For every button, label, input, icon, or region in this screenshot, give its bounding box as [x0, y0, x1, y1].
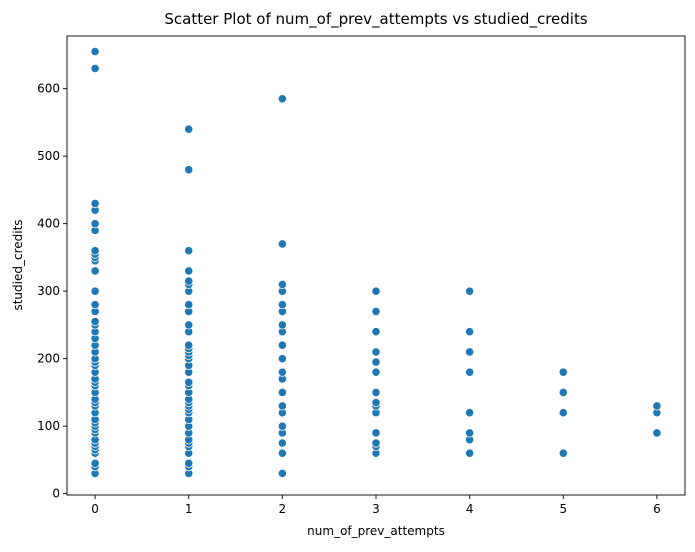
data-point: [184, 266, 194, 276]
x-tick-label: 1: [185, 502, 193, 516]
data-point: [184, 340, 194, 350]
x-tick-label: 4: [466, 502, 474, 516]
data-point: [90, 316, 100, 327]
data-point: [277, 354, 287, 364]
data-point: [277, 320, 287, 330]
data-point: [90, 458, 100, 468]
data-point: [277, 387, 287, 397]
data-point: [184, 320, 194, 330]
x-tick-label: 2: [279, 502, 287, 516]
data-point: [90, 219, 100, 229]
data-point: [371, 286, 381, 296]
data-point: [277, 401, 287, 411]
x-axis: 0 1 2 3 4 5 6: [91, 495, 661, 516]
data-point: [277, 94, 287, 104]
data-point: [184, 276, 194, 286]
data-point: [371, 438, 381, 448]
y-tick-label: 300: [37, 284, 60, 298]
x-tick-label: 3: [372, 502, 380, 516]
x-tick-label: 5: [559, 502, 567, 516]
y-tick-label: 100: [37, 419, 60, 433]
data-point: [90, 286, 100, 296]
data-point: [558, 408, 568, 418]
data-point: [90, 246, 100, 256]
data-point: [558, 448, 568, 458]
data-point: [184, 165, 194, 175]
data-point: [277, 239, 287, 249]
data-point: [277, 367, 287, 377]
data-point: [90, 300, 100, 310]
data-point: [277, 300, 287, 310]
data-point: [558, 387, 568, 397]
data-point: [277, 448, 287, 458]
data-point: [277, 421, 287, 431]
data-point: [371, 428, 381, 438]
data-point: [465, 448, 475, 458]
data-point: [184, 377, 194, 387]
data-point: [465, 327, 475, 337]
data-point: [90, 198, 100, 208]
x-axis-label: num_of_prev_attempts: [307, 524, 445, 538]
chart-title: Scatter Plot of num_of_prev_attempts vs …: [164, 10, 587, 29]
data-point: [465, 347, 475, 357]
data-point: [465, 408, 475, 418]
data-point: [90, 46, 100, 57]
y-tick-label: 200: [37, 352, 60, 366]
data-point: [371, 387, 381, 397]
data-point: [652, 401, 662, 411]
y-axis-label: studied_credits: [11, 219, 25, 310]
data-point: [90, 63, 100, 74]
data-point: [277, 468, 287, 478]
data-point: [371, 357, 381, 367]
data-point: [652, 428, 662, 438]
y-axis: 0 100 200 300 400 500 600: [37, 82, 67, 501]
data-point: [465, 428, 475, 438]
data-point: [277, 340, 287, 350]
data-points: [90, 46, 662, 478]
y-tick-label: 500: [37, 149, 60, 163]
plot-frame: [66, 35, 686, 496]
data-point: [465, 286, 475, 296]
y-tick-label: 400: [37, 217, 60, 231]
data-point: [371, 327, 381, 337]
data-point: [184, 458, 194, 468]
data-point: [371, 347, 381, 357]
data-point: [465, 367, 475, 377]
y-tick-label: 0: [52, 487, 60, 501]
data-point: [90, 266, 100, 276]
data-point: [184, 300, 194, 310]
data-point: [558, 367, 568, 377]
x-tick-label: 6: [653, 502, 661, 516]
data-point: [371, 367, 381, 377]
x-tick-label: 0: [91, 502, 99, 516]
data-point: [371, 397, 381, 408]
data-point: [371, 306, 381, 316]
data-point: [277, 438, 287, 448]
data-point: [277, 279, 287, 289]
data-point: [184, 246, 194, 256]
y-tick-label: 600: [37, 82, 60, 96]
data-point: [184, 124, 194, 134]
